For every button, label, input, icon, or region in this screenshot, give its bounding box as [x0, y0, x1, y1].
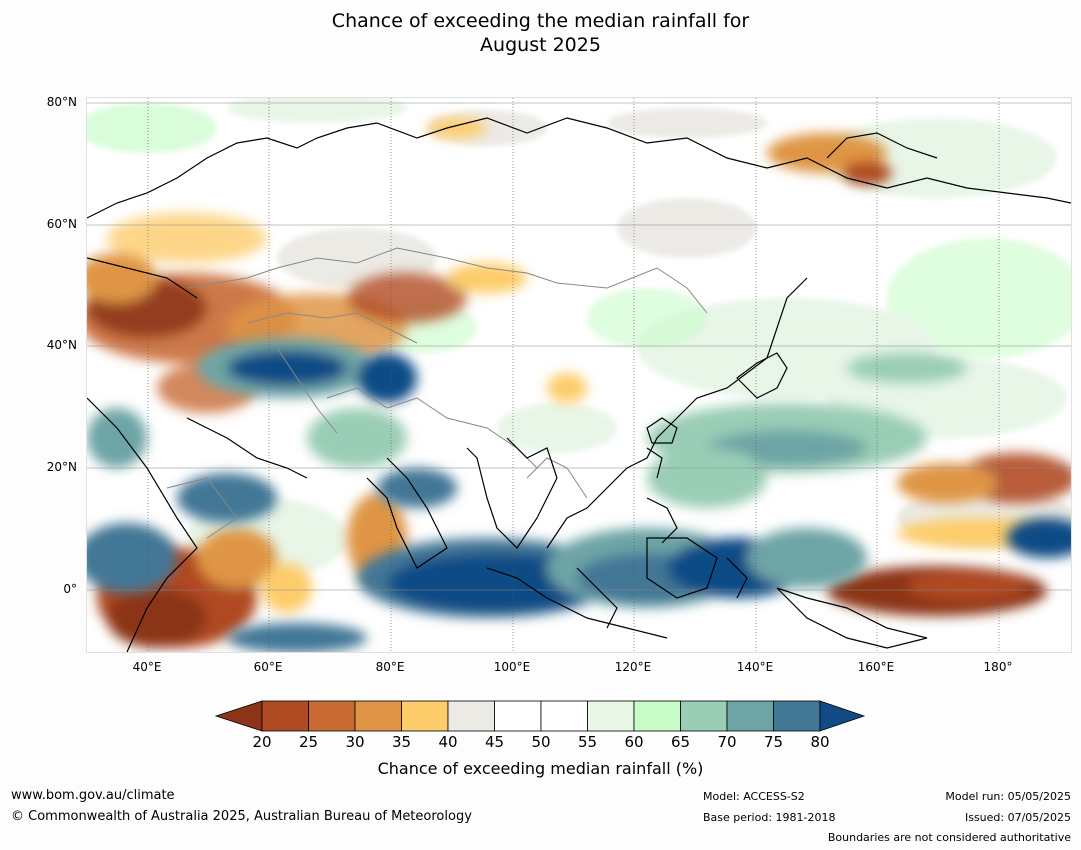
colorbar-tick-label: 35 — [392, 733, 411, 751]
colorbar-swatch — [773, 700, 821, 732]
map-panel — [86, 97, 1072, 653]
footer-disclaimer: Boundaries are not considered authoritat… — [827, 831, 1071, 844]
colorbar-tick-label: 50 — [531, 733, 550, 751]
colorbar-tick-label: 75 — [764, 733, 783, 751]
colorbar-swatch — [680, 700, 728, 732]
colorbar-swatch — [354, 700, 402, 732]
title-line-1: Chance of exceeding the median rainfall … — [331, 10, 750, 32]
probability-map — [87, 98, 1071, 652]
colorbar-tick-label: 30 — [345, 733, 364, 751]
colorbar-tick-label: 45 — [485, 733, 504, 751]
colorbar-tick-label: 70 — [717, 733, 736, 751]
lat-label-40n: 40°N — [46, 338, 77, 352]
colorbar-swatch — [587, 700, 635, 732]
footer-copyright: © Commonwealth of Australia 2025, Austra… — [11, 809, 472, 824]
colorbar-swatch — [261, 700, 309, 732]
colorbar-tick-label: 40 — [438, 733, 457, 751]
chart-title: Chance of exceeding the median rainfall … — [0, 9, 1081, 57]
colorbar-swatch — [447, 700, 495, 732]
lon-label-80e: 80°E — [375, 660, 405, 674]
colorbar-swatch — [726, 700, 774, 732]
lon-label-160e: 160°E — [857, 660, 895, 674]
lat-label-80n: 80°N — [46, 95, 77, 109]
map-lat-lines — [87, 102, 1071, 591]
colorbar-label: Chance of exceeding median rainfall (%) — [377, 759, 704, 778]
lat-label-60n: 60°N — [46, 217, 77, 231]
country-boundaries — [166, 247, 708, 539]
lat-label-20n: 20°N — [46, 460, 77, 474]
lon-label-60e: 60°E — [253, 660, 283, 674]
lat-label-0: 0° — [63, 582, 77, 596]
colorbar-extend-low — [214, 700, 263, 732]
colorbar-tick-label: 25 — [299, 733, 318, 751]
footer-model-run: Model run: 05/05/2025 — [945, 790, 1071, 803]
lon-label-40e: 40°E — [132, 660, 162, 674]
colorbar: 20 25 30 35 40 45 50 55 60 65 70 75 80 — [214, 700, 866, 751]
map-gridlines — [147, 98, 1000, 652]
colorbar-extend-high — [819, 700, 866, 732]
colorbar-swatch — [401, 700, 449, 732]
colorbar-tick-label: 60 — [624, 733, 643, 751]
footer-url[interactable]: www.bom.gov.au/climate — [11, 788, 175, 803]
colorbar-tick-label: 20 — [252, 733, 271, 751]
colorbar-ticks: 20 25 30 35 40 45 50 55 60 65 70 75 80 — [252, 733, 829, 751]
lon-label-120e: 120°E — [614, 660, 652, 674]
footer-model: Model: ACCESS-S2 — [703, 790, 805, 803]
colorbar-swatch — [633, 700, 681, 732]
colorbar-swatch — [540, 700, 588, 732]
lon-label-180: 180° — [983, 660, 1013, 674]
colorbar-swatches — [214, 700, 866, 732]
footer-base-period: Base period: 1981-2018 — [703, 811, 836, 824]
title-line-2: August 2025 — [480, 34, 601, 56]
colorbar-swatch — [308, 700, 356, 732]
coastlines — [87, 117, 1071, 652]
lon-label-100e: 100°E — [493, 660, 531, 674]
colorbar-tick-label: 65 — [671, 733, 690, 751]
lon-label-140e: 140°E — [736, 660, 774, 674]
colorbar-tick-label: 80 — [810, 733, 829, 751]
colorbar-tick-label: 55 — [578, 733, 597, 751]
colorbar-swatch — [494, 700, 542, 732]
footer-issued: Issued: 07/05/2025 — [964, 811, 1071, 824]
